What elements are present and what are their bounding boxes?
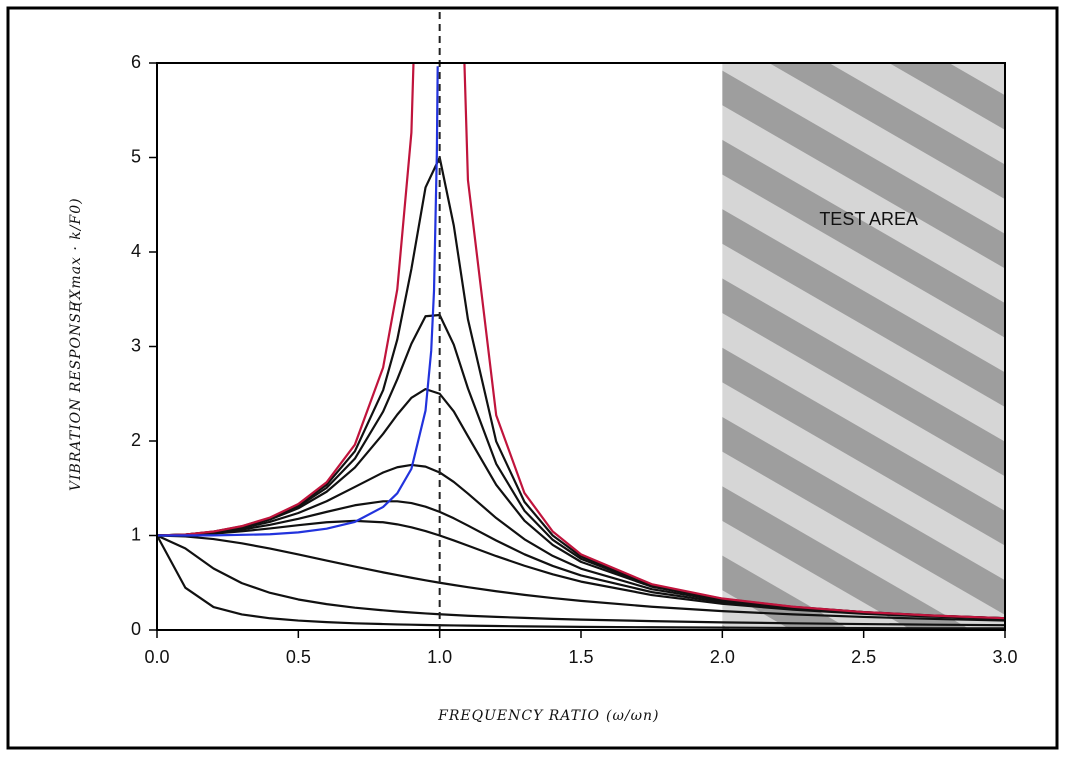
series-line (157, 519, 1005, 621)
shaded-region (722, 63, 1005, 630)
y-tick-label: 0 (131, 619, 141, 639)
x-tick-label: 1.5 (568, 647, 593, 667)
x-tick-label: 2.0 (710, 647, 735, 667)
series-line (157, 500, 1005, 620)
y-tick-label: 5 (131, 146, 141, 166)
x-tick-label: 0.0 (144, 647, 169, 667)
y-axis-formula: (Xmax · k/F0) (68, 197, 84, 306)
series-line (157, 63, 1005, 620)
x-axis-formula: (ω/ωn) (606, 708, 660, 724)
x-tick-label: 1.0 (427, 647, 452, 667)
y-tick-label: 6 (131, 52, 141, 72)
y-tick-label: 4 (131, 241, 141, 261)
x-tick-label: 0.5 (286, 647, 311, 667)
series-line (157, 66, 439, 537)
y-axis-label: VIBRATION RESPONSE (68, 301, 84, 491)
region-label: TEST AREA (819, 209, 918, 229)
x-tick-label: 2.5 (851, 647, 876, 667)
x-tick-label: 3.0 (992, 647, 1017, 667)
y-tick-label: 3 (131, 335, 141, 355)
x-axis-label: FREQUENCY RATIO (437, 708, 600, 724)
y-tick-label: 2 (131, 430, 141, 450)
y-tick-label: 1 (131, 524, 141, 544)
